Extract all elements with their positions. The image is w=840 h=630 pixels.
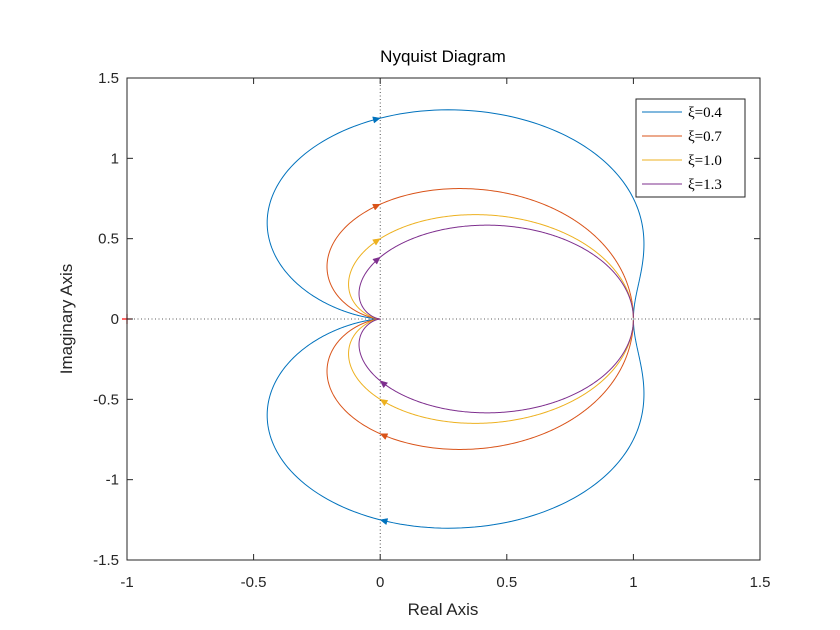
x-tick-label: -1 [120, 574, 133, 591]
y-tick-label: 1.5 [98, 70, 119, 87]
legend-entry-label: ξ=0.4 [688, 105, 722, 121]
nyquist-curve-3 [358, 224, 634, 414]
legend-entry-label: ξ=1.3 [688, 177, 722, 193]
legend: ξ=0.4 ξ=0.7 ξ=1.0 ξ=1.3 [635, 98, 746, 198]
y-tick-labels: -1.5 -1 -0.5 0 0.5 1 1.5 [93, 70, 119, 569]
x-tick-label: -0.5 [241, 574, 267, 591]
y-tick-label: -0.5 [93, 391, 119, 408]
ticks [126, 77, 761, 561]
y-tick-label: 0 [111, 311, 119, 328]
direction-arrow-upper-1 [379, 433, 389, 440]
y-tick-label: 1 [111, 150, 119, 167]
y-axis-label: Imaginary Axis [57, 264, 76, 375]
curves [266, 109, 645, 529]
direction-arrow-upper-0 [379, 518, 389, 526]
direction-arrow-lower-0 [372, 116, 381, 124]
legend-box [635, 98, 746, 198]
x-tick-label: 1 [629, 574, 637, 591]
legend-entry-label: ξ=0.7 [688, 129, 722, 145]
direction-arrow-lower-3 [372, 256, 381, 265]
chart-title: Nyquist Diagram [380, 47, 506, 66]
direction-arrow-upper-3 [379, 380, 389, 389]
y-tick-label: -1 [106, 472, 119, 489]
x-axis-label: Real Axis [408, 600, 479, 619]
y-tick-label: -1.5 [93, 552, 119, 569]
x-tick-labels: -1 -0.5 0 0.5 1 1.5 [120, 574, 770, 591]
direction-arrow-lower-1 [372, 203, 381, 211]
x-tick-label: 0 [376, 574, 384, 591]
zero-lines [127, 78, 760, 560]
y-tick-label: 0.5 [98, 231, 119, 248]
direction-arrow-lower-2 [372, 238, 381, 246]
x-tick-label: 1.5 [750, 574, 771, 591]
x-tick-label: 0.5 [496, 574, 517, 591]
direction-arrow-upper-2 [379, 399, 389, 407]
legend-entry-label: ξ=1.0 [688, 153, 722, 169]
